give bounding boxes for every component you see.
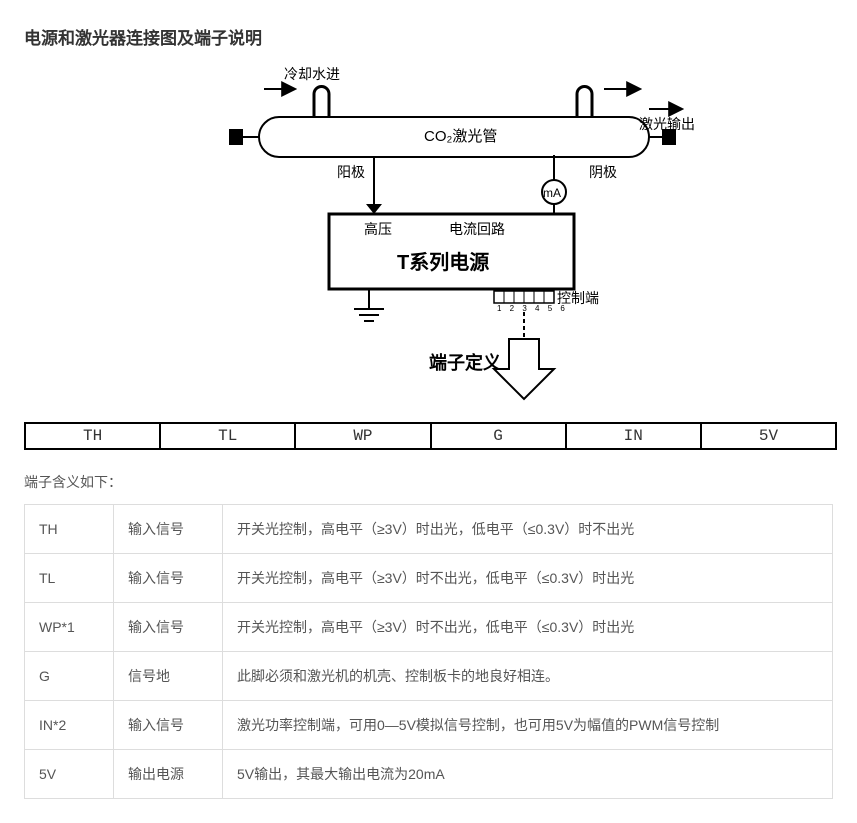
table-row: WP*1输入信号开关光控制，高电平（≥3V）时不出光，低电平（≤0.3V）时出光 [25, 603, 833, 652]
table-cell: TL [25, 554, 114, 603]
anode-label: 阳极 [337, 164, 365, 180]
pin-header-row: TH TL WP G IN 5V [24, 422, 837, 450]
table-row: IN*2输入信号激光功率控制端，可用0—5V模拟信号控制，也可用5V为幅值的PW… [25, 701, 833, 750]
table-cell: 输入信号 [114, 505, 223, 554]
table-cell: TH [25, 505, 114, 554]
return-label: 电流回路 [449, 221, 505, 237]
pin-cell: IN [567, 424, 702, 448]
table-cell: 此脚必须和激光机的机壳、控制板卡的地良好相连。 [223, 652, 833, 701]
table-cell: 激光功率控制端，可用0—5V模拟信号控制，也可用5V为幅值的PWM信号控制 [223, 701, 833, 750]
table-cell: 5V [25, 750, 114, 799]
table-cell: 输入信号 [114, 603, 223, 652]
tube-label: CO₂激光管 [424, 128, 497, 145]
pin-cell: TL [161, 424, 296, 448]
table-cell: 输入信号 [114, 554, 223, 603]
table-row: 5V输出电源5V输出，其最大输出电流为20mA [25, 750, 833, 799]
table-cell: 开关光控制，高电平（≥3V）时不出光，低电平（≤0.3V）时出光 [223, 603, 833, 652]
table-cell: 信号地 [114, 652, 223, 701]
table-cell: 5V输出，其最大输出电流为20mA [223, 750, 833, 799]
table-cell: 开关光控制，高电平（≥3V）时出光，低电平（≤0.3V）时不出光 [223, 505, 833, 554]
table-cell: 输出电源 [114, 750, 223, 799]
terms-table: TH输入信号开关光控制，高电平（≥3V）时出光，低电平（≤0.3V）时不出光TL… [24, 504, 833, 799]
table-row: G信号地此脚必须和激光机的机壳、控制板卡的地良好相连。 [25, 652, 833, 701]
laser-output-label: 激光输出 [639, 116, 695, 132]
pin-cell: G [432, 424, 567, 448]
table-cell: 输入信号 [114, 701, 223, 750]
table-cell: IN*2 [25, 701, 114, 750]
table-cell: G [25, 652, 114, 701]
section-title: 电源和激光器连接图及端子说明 [24, 24, 833, 49]
hv-label: 高压 [364, 221, 392, 237]
pin-cell: 5V [702, 424, 835, 448]
cooling-in-label: 冷却水进 [284, 66, 340, 82]
cathode-label: 阴极 [589, 164, 617, 180]
table-cell: 开关光控制，高电平（≥3V）时不出光，低电平（≤0.3V）时出光 [223, 554, 833, 603]
table-row: TH输入信号开关光控制，高电平（≥3V）时出光，低电平（≤0.3V）时不出光 [25, 505, 833, 554]
pin-cell: TH [26, 424, 161, 448]
table-cell: WP*1 [25, 603, 114, 652]
connection-diagram: 冷却水进 激光输出 CO₂激光管 阳极 阴极 mA [159, 59, 699, 404]
supply-label: T系列电源 [397, 251, 489, 274]
pin-cell: WP [296, 424, 431, 448]
table-row: TL输入信号开关光控制，高电平（≥3V）时不出光，低电平（≤0.3V）时出光 [25, 554, 833, 603]
terms-caption: 端子含义如下： [24, 472, 833, 492]
definition-label: 端子定义 [429, 352, 501, 373]
ma-label: mA [543, 186, 561, 200]
ctrl-label: 控制端 [557, 290, 599, 306]
